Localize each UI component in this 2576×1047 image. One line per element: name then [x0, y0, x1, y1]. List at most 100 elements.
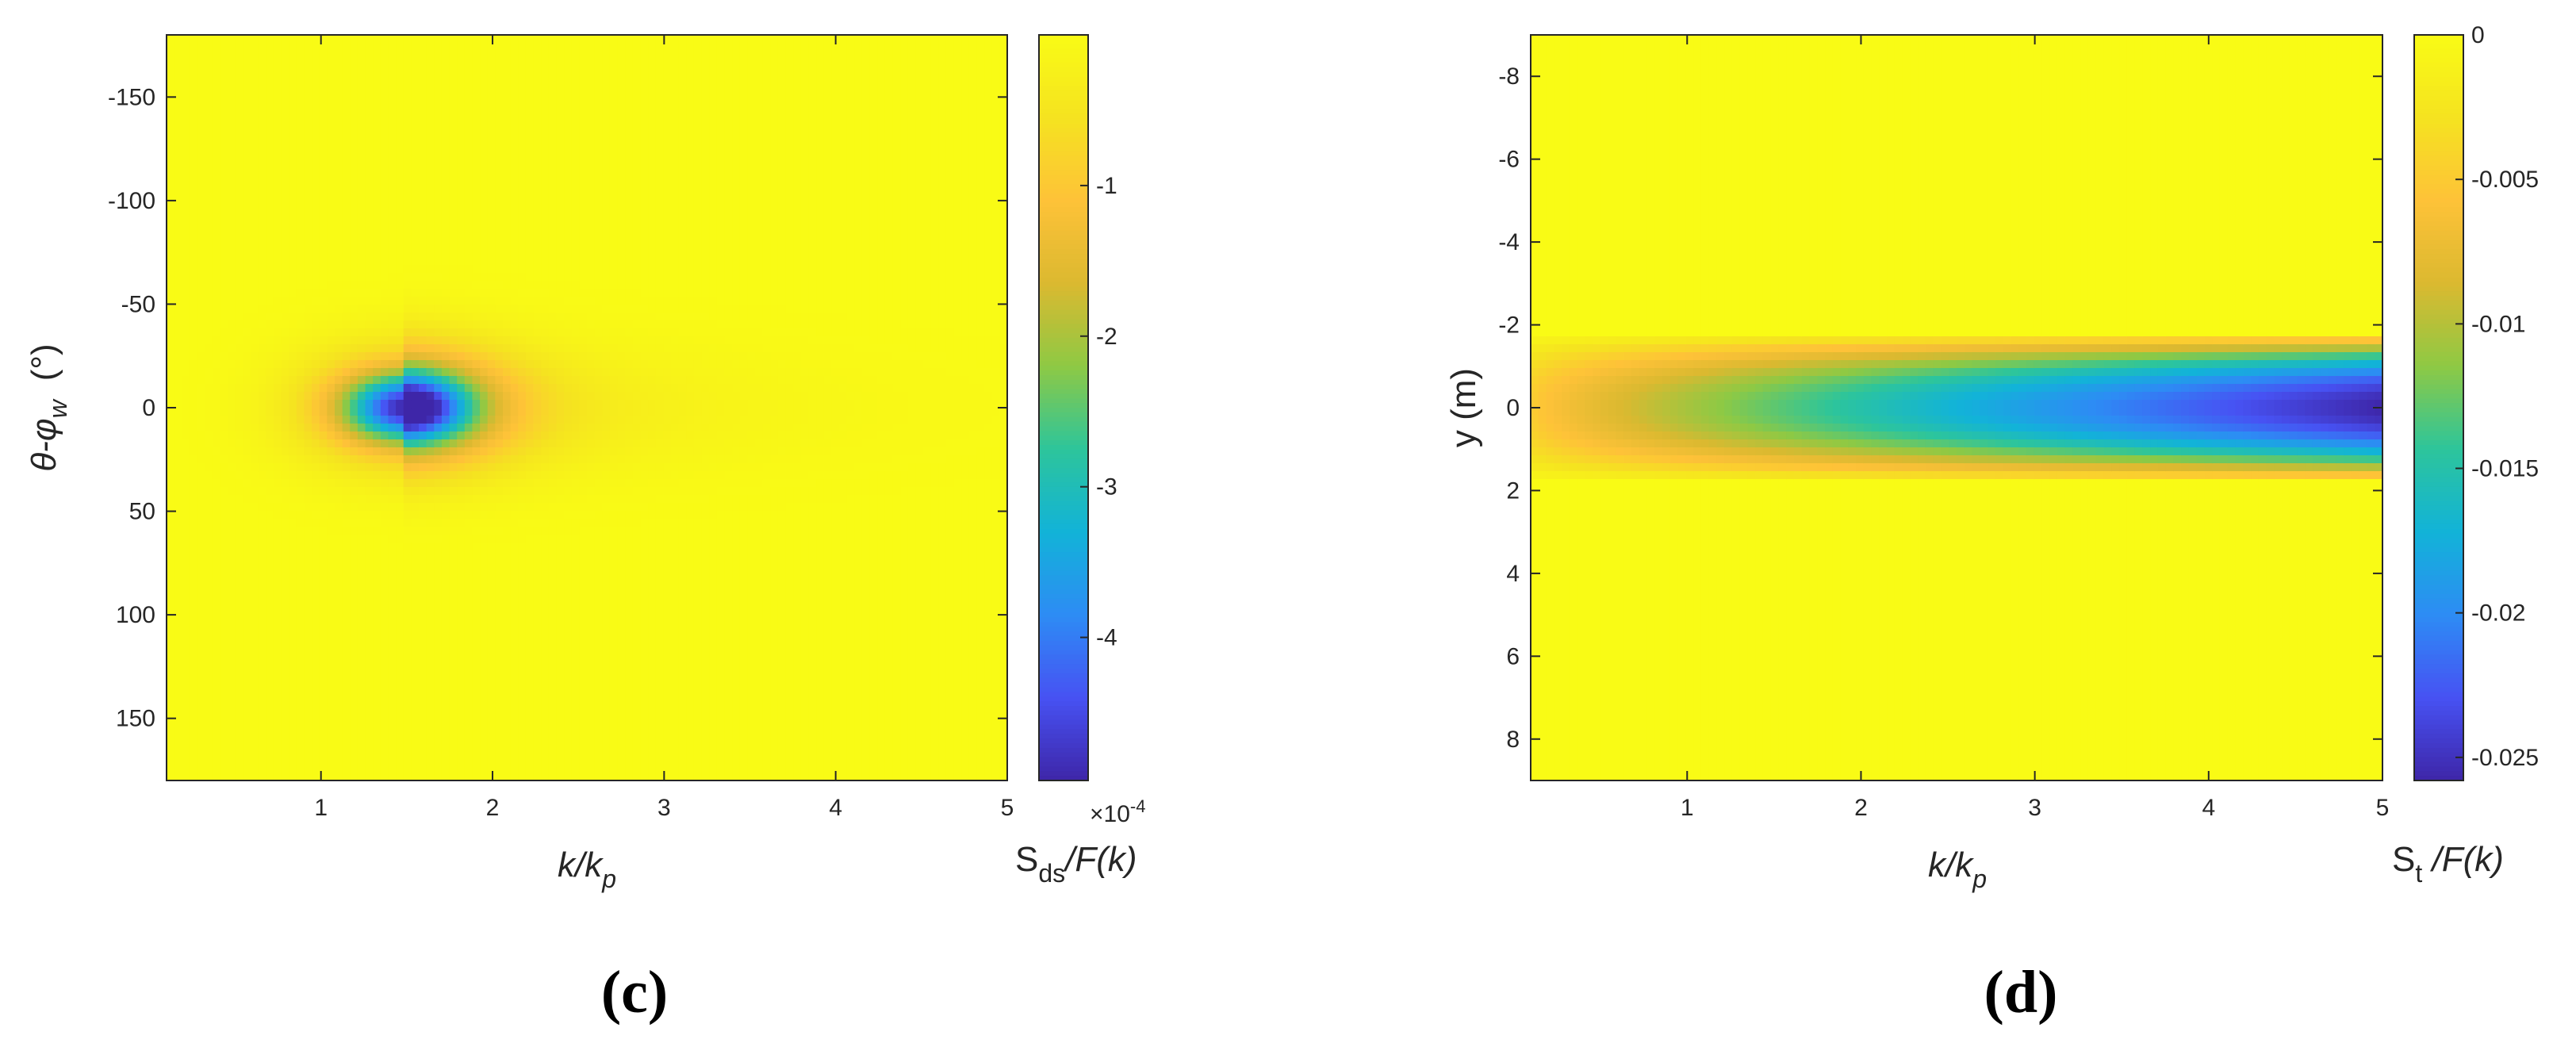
heatmap-cell	[411, 75, 420, 83]
heatmap-cell	[273, 59, 282, 67]
heatmap-cell	[251, 352, 259, 361]
heatmap-cell	[510, 622, 519, 631]
heatmap-cell	[212, 638, 221, 646]
heatmap-cell	[205, 566, 213, 575]
heatmap-cell	[335, 574, 343, 583]
heatmap-cell	[396, 447, 404, 456]
heatmap-cell	[182, 75, 190, 83]
heatmap-cell	[266, 677, 274, 686]
heatmap-cell	[441, 249, 450, 258]
heatmap-cell	[449, 622, 458, 631]
heatmap-cell	[480, 725, 489, 734]
heatmap-cell	[212, 336, 221, 345]
heatmap-cell	[281, 178, 289, 186]
heatmap-cell	[396, 614, 404, 623]
heatmap-cell	[258, 352, 266, 361]
heatmap-cell	[533, 471, 542, 480]
heatmap-cell	[212, 384, 221, 393]
heatmap-cell	[380, 550, 389, 559]
heatmap-cell	[503, 376, 512, 385]
heatmap-cell	[296, 757, 305, 765]
heatmap-cell	[457, 400, 466, 408]
heatmap-cell	[350, 400, 358, 408]
heatmap-cell	[556, 614, 565, 623]
heatmap-cell	[167, 328, 175, 337]
heatmap-cell	[212, 265, 221, 274]
heatmap-cell	[365, 360, 374, 369]
heatmap-cell	[373, 773, 381, 781]
heatmap-cell	[548, 709, 558, 718]
heatmap-cell	[487, 360, 496, 369]
heatmap-cell	[319, 487, 328, 496]
heatmap-cell	[273, 646, 282, 654]
heatmap-cell	[182, 503, 190, 512]
heatmap-cell	[564, 463, 573, 472]
heatmap-cell	[174, 186, 182, 194]
heatmap-cell	[228, 550, 236, 559]
heatmap-cell	[487, 447, 496, 456]
heatmap-cell	[174, 693, 182, 702]
heatmap-cell	[373, 51, 381, 59]
heatmap-cell	[296, 463, 305, 472]
heatmap-cell	[357, 360, 366, 369]
heatmap-cell	[419, 59, 427, 67]
heatmap-cell	[365, 709, 374, 718]
heatmap-cell	[335, 352, 343, 361]
heatmap-cell	[273, 439, 282, 448]
heatmap-cell	[273, 265, 282, 274]
heatmap-cell	[464, 130, 473, 139]
heatmap-cell	[480, 392, 489, 401]
heatmap-cell	[212, 233, 221, 242]
heatmap-cell	[487, 463, 496, 472]
heatmap-cell	[228, 400, 236, 408]
heatmap-cell	[189, 741, 198, 750]
heatmap-cell	[182, 194, 190, 202]
heatmap-cell	[182, 471, 190, 480]
heatmap-cell	[480, 43, 489, 52]
heatmap-cell	[564, 328, 573, 337]
heatmap-cell	[426, 638, 435, 646]
heatmap-cell	[197, 217, 205, 226]
heatmap-cell	[296, 693, 305, 702]
heatmap-cell	[327, 313, 335, 321]
heatmap-cell	[548, 130, 558, 139]
heatmap-cell	[205, 35, 213, 44]
heatmap-cell	[441, 201, 450, 210]
heatmap-cell	[457, 543, 466, 551]
heatmap-cell	[327, 701, 335, 710]
heatmap-cell	[167, 178, 175, 186]
heatmap-cell	[174, 455, 182, 464]
heatmap-cell	[525, 265, 535, 274]
heatmap-cell	[304, 233, 312, 242]
heatmap-cell	[319, 733, 328, 742]
heatmap-cell	[273, 162, 282, 171]
heatmap-cell	[281, 614, 289, 623]
heatmap-cell	[396, 201, 404, 210]
heatmap-cell	[411, 471, 420, 480]
heatmap-cell	[411, 693, 420, 702]
heatmap-cell	[472, 138, 481, 147]
heatmap-cell	[350, 305, 358, 313]
heatmap-cell	[365, 598, 374, 607]
heatmap-cell	[243, 574, 251, 583]
heatmap-cell	[281, 328, 289, 337]
heatmap-cell	[564, 535, 573, 543]
heatmap-cell	[541, 543, 550, 551]
heatmap-cell	[480, 130, 489, 139]
heatmap-cell	[251, 138, 259, 147]
heatmap-cell	[312, 503, 320, 512]
heatmap-cell	[357, 662, 366, 670]
heatmap-cell	[228, 281, 236, 290]
heatmap-cell	[281, 662, 289, 670]
heatmap-cell	[335, 757, 343, 765]
heatmap-cell	[457, 463, 466, 472]
heatmap-cell	[380, 90, 389, 99]
heatmap-cell	[503, 265, 512, 274]
heatmap-cell	[350, 765, 358, 773]
heatmap-cell	[487, 487, 496, 496]
heatmap-cell	[357, 106, 366, 115]
heatmap-cell	[235, 574, 243, 583]
heatmap-cell	[189, 463, 198, 472]
heatmap-cell	[197, 701, 205, 710]
heatmap-cell	[472, 114, 481, 123]
